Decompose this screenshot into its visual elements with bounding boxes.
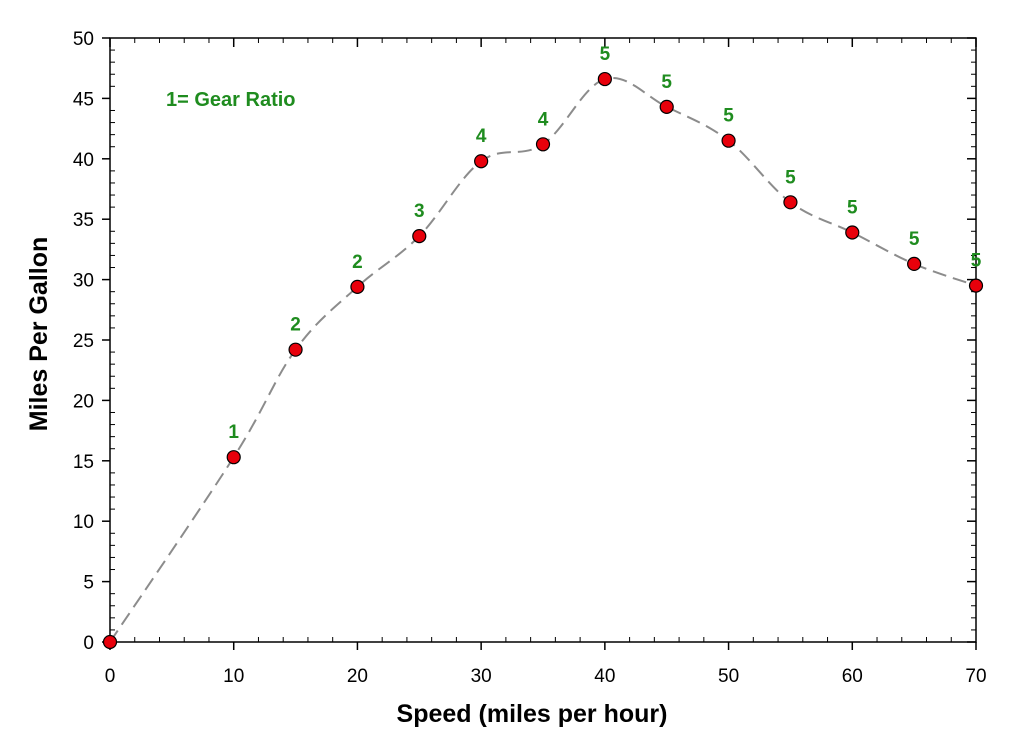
gear-ratio-note: 1= Gear Ratio bbox=[166, 89, 296, 111]
x-tick-label: 40 bbox=[594, 666, 615, 687]
x-tick-label: 50 bbox=[718, 666, 739, 687]
data-point bbox=[907, 256, 922, 271]
gear-ratio-labels: 1 2 2 3 4 4 5 5 5 5 5 5 5 bbox=[228, 44, 981, 443]
x-tick-label: 10 bbox=[223, 666, 244, 687]
gear-ratio-label: 4 bbox=[538, 109, 549, 130]
gear-ratio-label: 5 bbox=[600, 44, 611, 65]
gear-ratio-label: 2 bbox=[290, 315, 301, 336]
minor-ticks bbox=[110, 38, 976, 642]
gear-ratio-label: 5 bbox=[971, 251, 982, 272]
y-tick-label: 5 bbox=[83, 573, 94, 594]
gear-ratio-label: 5 bbox=[909, 229, 920, 250]
y-tick-labels: 0 5 10 15 20 25 30 35 40 45 50 bbox=[73, 29, 94, 654]
data-point bbox=[474, 154, 489, 169]
data-point bbox=[721, 133, 736, 148]
x-tick-label: 20 bbox=[347, 666, 368, 687]
gear-ratio-label: 5 bbox=[847, 197, 858, 218]
data-point bbox=[659, 99, 674, 114]
x-tick-label: 30 bbox=[471, 666, 492, 687]
gear-ratio-label: 3 bbox=[414, 201, 425, 222]
data-point bbox=[350, 279, 365, 294]
data-point bbox=[783, 195, 798, 210]
y-tick-label: 25 bbox=[73, 331, 94, 352]
gear-ratio-label: 4 bbox=[476, 126, 487, 147]
x-tick-label: 70 bbox=[965, 666, 986, 687]
y-tick-label: 45 bbox=[73, 89, 94, 110]
x-tick-label: 60 bbox=[842, 666, 863, 687]
y-tick-label: 20 bbox=[73, 391, 94, 412]
data-points bbox=[102, 71, 984, 650]
y-tick-label: 30 bbox=[73, 271, 94, 292]
y-tick-label: 15 bbox=[73, 452, 94, 473]
gear-ratio-label: 5 bbox=[723, 106, 734, 127]
data-point bbox=[226, 450, 241, 465]
gear-ratio-label: 5 bbox=[785, 167, 796, 188]
y-tick-label: 0 bbox=[83, 633, 94, 654]
data-point bbox=[288, 342, 303, 357]
data-point bbox=[845, 225, 860, 240]
x-axis-title: Speed (miles per hour) bbox=[397, 700, 668, 728]
data-point bbox=[412, 229, 427, 244]
x-tick-label: 0 bbox=[105, 666, 116, 687]
data-point bbox=[968, 278, 984, 293]
x-tick-labels: 0 10 20 30 40 50 60 70 bbox=[105, 666, 987, 687]
data-point bbox=[102, 634, 118, 650]
data-point bbox=[597, 71, 612, 87]
gear-ratio-label: 5 bbox=[661, 72, 672, 93]
gear-ratio-label: 2 bbox=[352, 252, 363, 273]
data-point bbox=[535, 137, 551, 152]
y-tick-label: 10 bbox=[73, 512, 94, 533]
y-tick-label: 50 bbox=[73, 29, 94, 50]
y-tick-label: 35 bbox=[73, 210, 94, 231]
gear-ratio-label: 1 bbox=[228, 422, 239, 443]
y-tick-label: 40 bbox=[73, 150, 94, 171]
y-axis-title: Miles Per Gallon bbox=[25, 237, 53, 432]
